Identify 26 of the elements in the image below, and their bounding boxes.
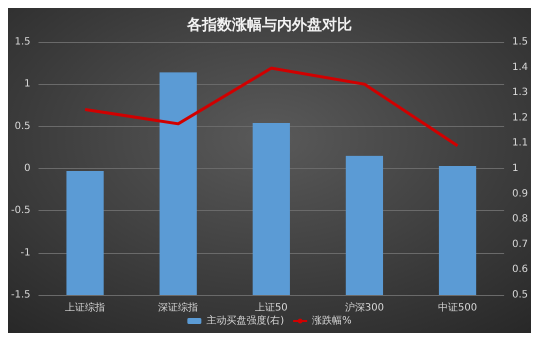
y-tick-label: 1 bbox=[24, 78, 31, 90]
y2-tick-label: 0.8 bbox=[512, 214, 528, 225]
x-tick-label: 中证500 bbox=[438, 302, 478, 314]
y-tick-label: 0.5 bbox=[14, 120, 31, 132]
y-tick-label: -0.5 bbox=[10, 205, 31, 216]
x-tick-label: 上证50 bbox=[254, 302, 288, 314]
legend-label: 涨跌幅% bbox=[312, 314, 352, 326]
y-tick-label: 0 bbox=[24, 163, 31, 174]
y2-tick-label: 0.9 bbox=[512, 188, 528, 200]
x-tick-label: 上证综指 bbox=[65, 302, 106, 314]
y2-tick-label: 1.1 bbox=[512, 138, 528, 149]
y2-tick-label: 1.3 bbox=[512, 87, 528, 98]
y2-tick-label: 1.4 bbox=[512, 62, 528, 73]
y2-tick-label: 0.7 bbox=[512, 238, 528, 250]
y-tick-label: -1.5 bbox=[10, 290, 31, 300]
chart-title: 各指数涨幅与内外盘对比 bbox=[186, 16, 352, 34]
y2-tick-label: 1 bbox=[512, 163, 518, 174]
legend-label: 主动买盘强度(右) bbox=[206, 314, 284, 326]
y2-tick-label: 0.6 bbox=[512, 264, 528, 276]
y-tick-label: -1 bbox=[20, 247, 31, 258]
x-tick-label: 深证综指 bbox=[158, 302, 198, 314]
y2-tick-label: 1.5 bbox=[512, 36, 528, 48]
y2-tick-label: 1.2 bbox=[512, 112, 528, 124]
x-tick-label: 沪深300 bbox=[344, 302, 384, 314]
y2-tick-label: 0.5 bbox=[512, 290, 528, 300]
y-tick-label: 1.5 bbox=[14, 36, 31, 48]
